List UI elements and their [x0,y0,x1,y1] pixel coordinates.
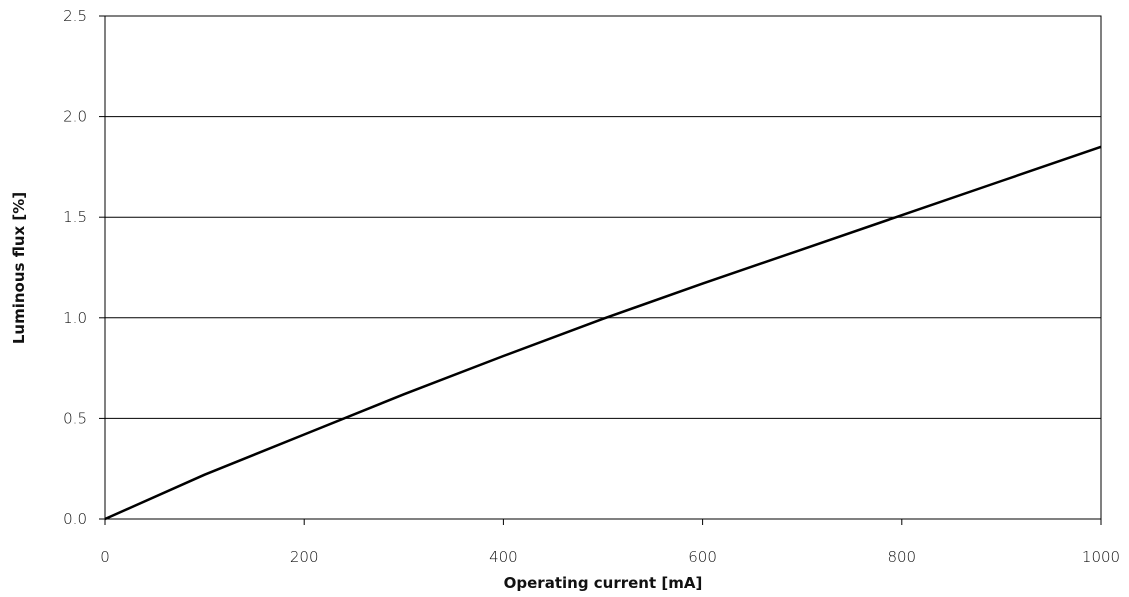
y-tick-label: 2.0 [63,108,87,126]
x-tick-label: 600 [688,548,717,566]
grid-lines [105,116,1101,419]
x-tick-label: 1000 [1082,548,1120,566]
x-ticks: 0 200 400 600 800 1000 [100,519,1120,566]
plot-area [104,15,1102,520]
x-tick-label: 0 [100,548,110,566]
y-tick-label: 0.0 [63,510,87,528]
x-tick-label: 400 [489,548,518,566]
y-tick-label: 0.5 [63,409,87,427]
y-ticks: 0.0 0.5 1.0 1.5 2.0 2.5 [63,7,105,528]
y-tick-label: 1.5 [63,208,87,226]
series-line [104,145,1102,521]
x-tick-label: 800 [887,548,916,566]
x-axis-title: Operating current [mA] [504,574,703,592]
y-tick-label: 2.5 [63,7,87,25]
x-tick-label: 200 [290,548,319,566]
y-axis-title: Luminous flux [%] [10,192,28,344]
y-tick-label: 1.0 [63,309,87,327]
series-layer [104,145,1102,521]
